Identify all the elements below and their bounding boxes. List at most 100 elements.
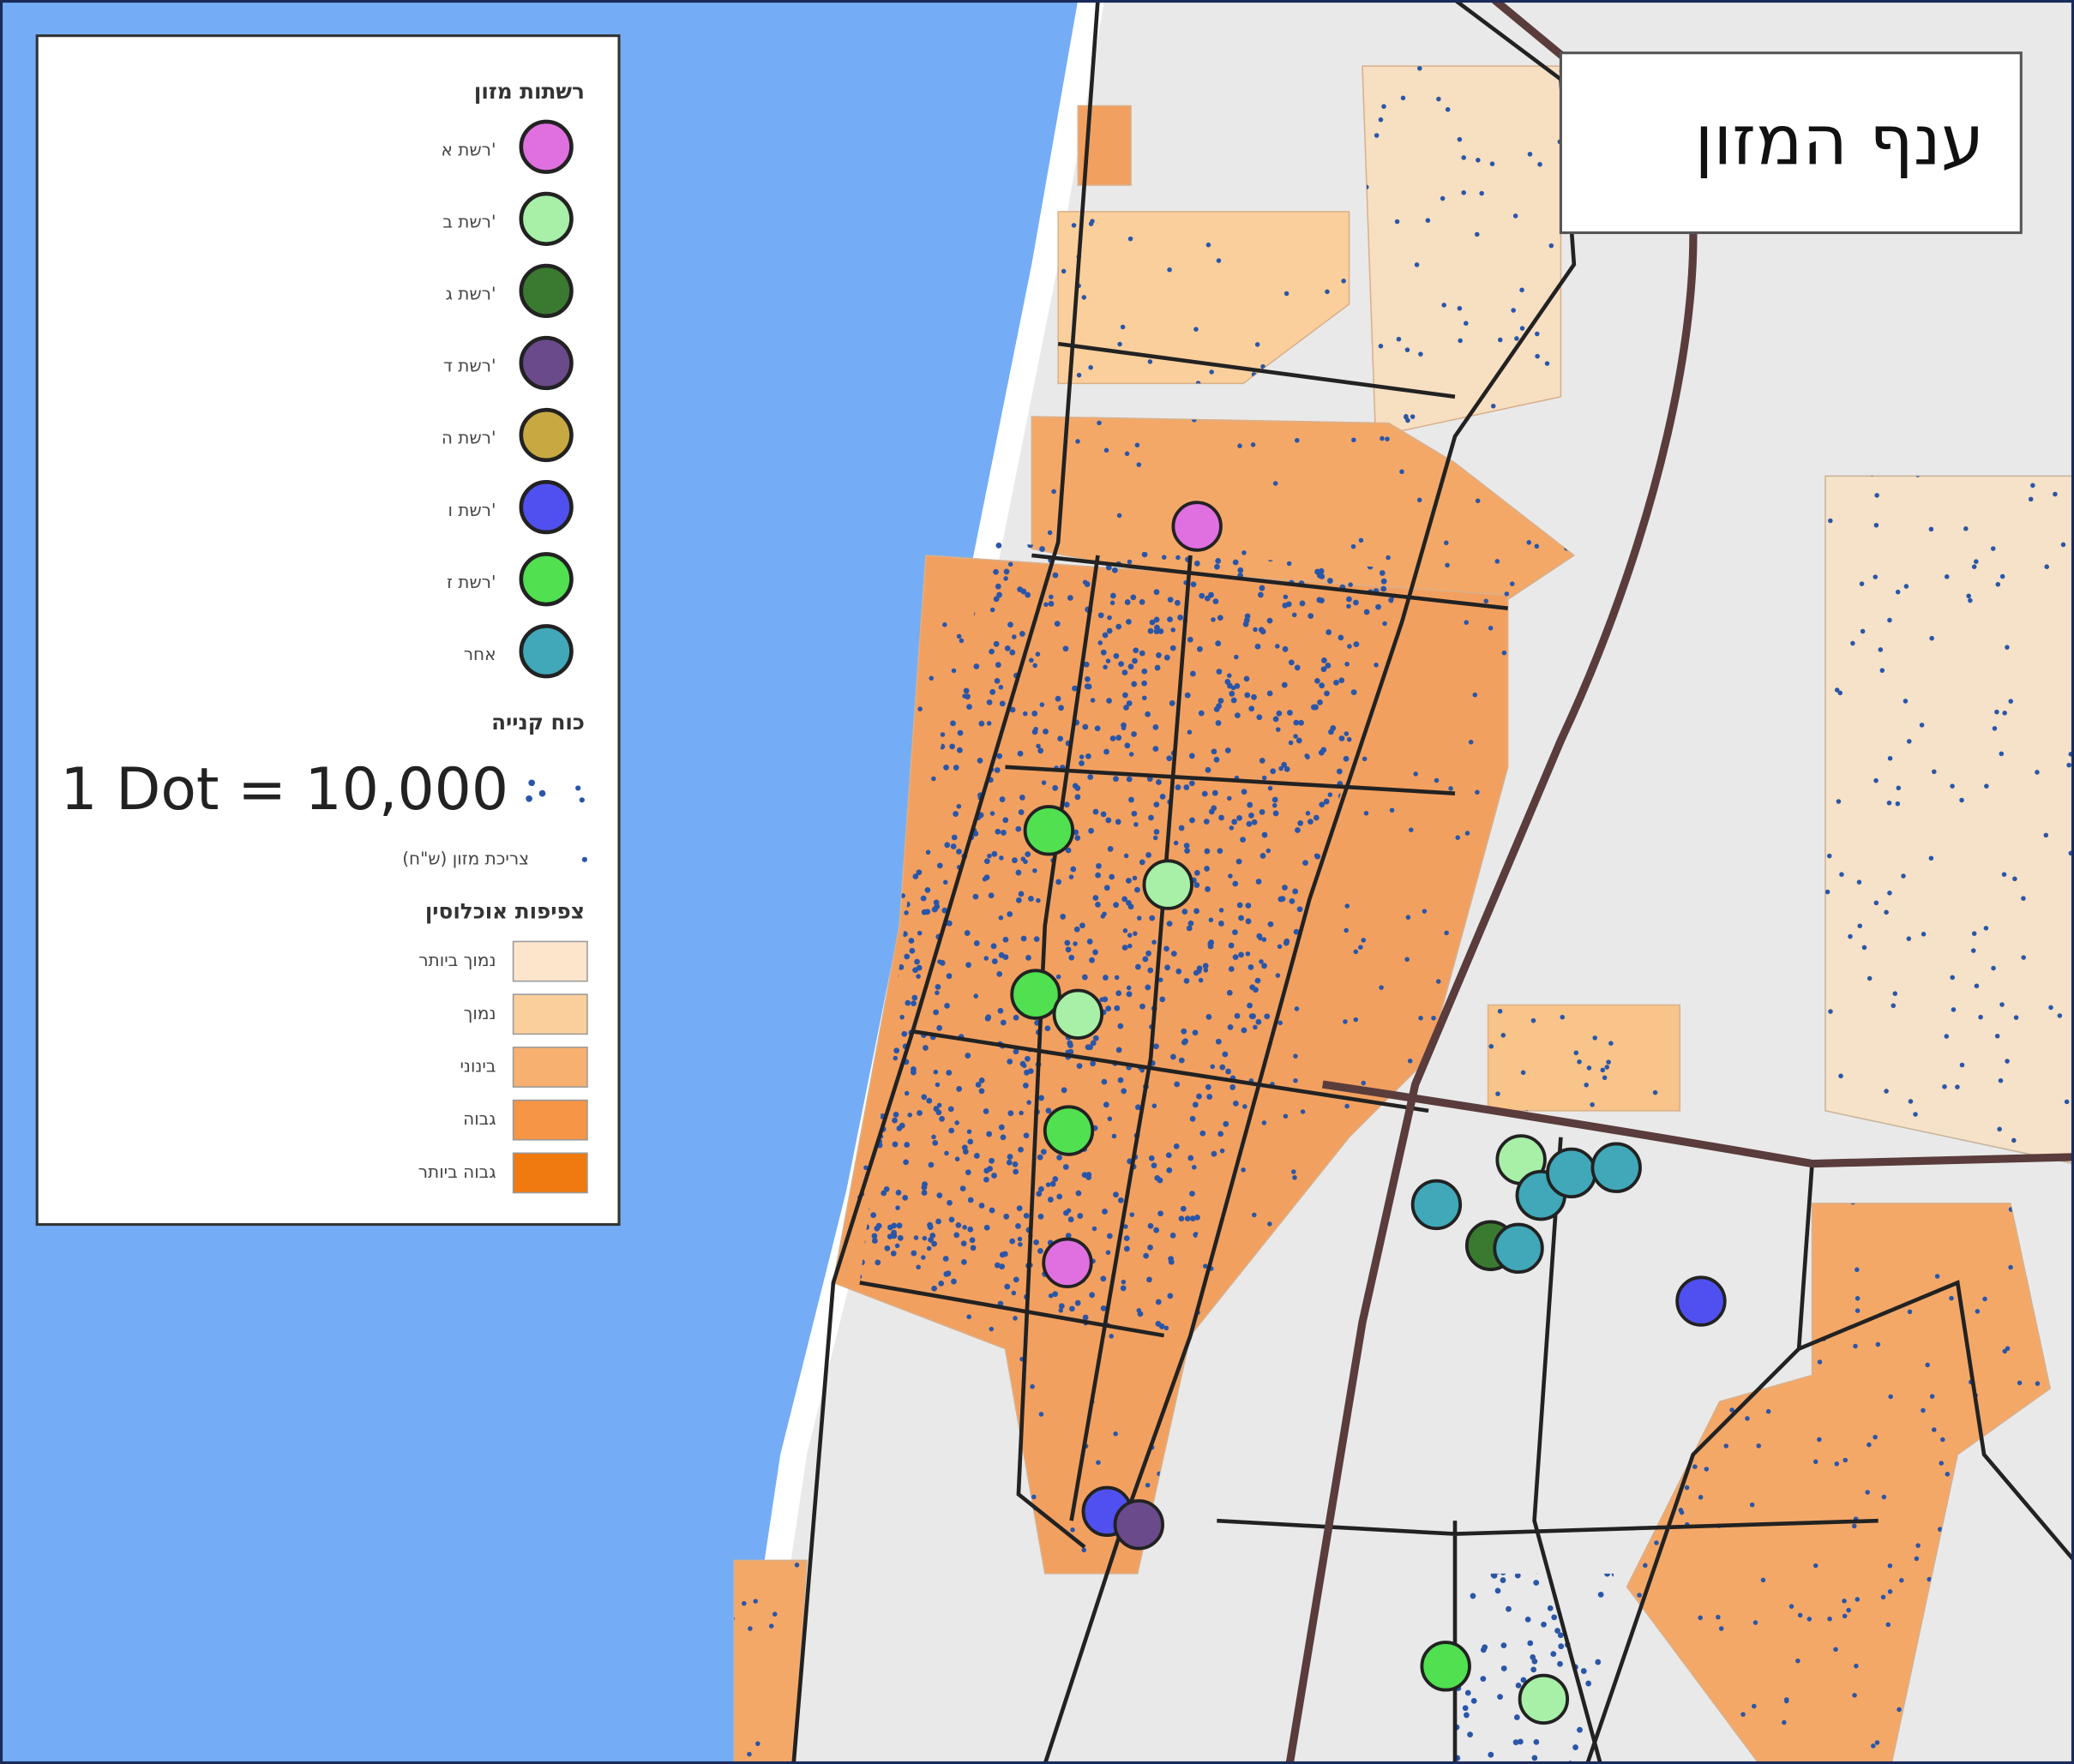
dot (1205, 1013, 1212, 1020)
dot (1124, 1245, 1130, 1252)
dot (1959, 797, 1964, 803)
dot (1037, 1248, 1043, 1254)
dot (1826, 853, 1832, 859)
dot (1143, 1252, 1150, 1259)
dot (1277, 1020, 1283, 1026)
dot (1007, 1059, 1013, 1065)
dot (1974, 559, 1979, 564)
dot (1396, 336, 1402, 342)
dot (1085, 753, 1091, 759)
dot (1141, 551, 1148, 558)
dot (965, 1053, 971, 1059)
dot (935, 1082, 941, 1088)
dot (1076, 372, 1082, 378)
dot (1132, 657, 1138, 664)
dot (1145, 950, 1151, 957)
dot (755, 1741, 760, 1747)
dot (1271, 802, 1277, 808)
dot (1537, 161, 1542, 167)
dot (1400, 95, 1406, 101)
dot (1414, 262, 1420, 267)
dot (1472, 692, 1478, 698)
dot (898, 963, 905, 970)
dot (1155, 1299, 1162, 1305)
dot (1088, 827, 1094, 834)
dot (1032, 867, 1037, 873)
dot (1194, 1214, 1200, 1221)
dot (1055, 695, 1061, 702)
dot (1255, 879, 1262, 885)
dot (1139, 650, 1145, 657)
dot (1060, 914, 1067, 920)
dot (989, 1207, 995, 1214)
dot (1199, 592, 1205, 599)
dot (1464, 321, 1469, 326)
chain-label: רשת ד' (443, 356, 496, 376)
dot (1126, 618, 1132, 625)
dot (1086, 939, 1093, 945)
dot (1353, 641, 1360, 648)
dot (1950, 975, 1955, 981)
dot (1468, 740, 1474, 745)
dot (1857, 923, 1863, 928)
dot (1255, 1018, 1262, 1025)
dot (1259, 628, 1266, 635)
dot (1079, 760, 1085, 766)
dot (911, 1066, 917, 1072)
dot (1124, 742, 1131, 749)
dot (1041, 780, 1047, 785)
dot (1833, 1647, 1838, 1653)
dot (1378, 343, 1384, 349)
dot (1265, 848, 1271, 854)
dot (1410, 414, 1416, 419)
chain-swatch (519, 335, 574, 391)
dot (1975, 1309, 1981, 1314)
dot (1043, 602, 1049, 608)
dot (1839, 872, 1844, 877)
dot (1275, 973, 1281, 978)
dot (1374, 663, 1379, 668)
dot (1261, 1120, 1267, 1125)
dot (917, 1110, 923, 1116)
dot (1643, 1563, 1648, 1569)
dot (1448, 786, 1453, 791)
dot (1253, 627, 1258, 633)
dot (1038, 1185, 1044, 1192)
dot (1083, 661, 1090, 668)
dot (993, 640, 1000, 647)
dot (1163, 1325, 1169, 1331)
dot (1386, 555, 1391, 561)
dot (1127, 559, 1133, 565)
dot (1752, 1620, 1758, 1625)
dot (1134, 886, 1140, 893)
dot (1017, 586, 1023, 592)
dot (1166, 755, 1173, 762)
dot (1652, 1089, 1658, 1095)
dot (1795, 1658, 1800, 1664)
dot (1232, 929, 1238, 936)
dot (1264, 1013, 1271, 1020)
dot (2017, 1380, 2023, 1386)
dot (1282, 645, 1289, 652)
dot (1107, 846, 1114, 852)
dot (1891, 1003, 1897, 1009)
store-marker (1052, 988, 1104, 1040)
dot (2030, 483, 2035, 489)
chain-swatch (519, 407, 574, 463)
dot (1147, 359, 1153, 364)
dot (1095, 872, 1102, 879)
dot (1906, 739, 1912, 744)
dot (1351, 437, 1356, 443)
dot (1375, 603, 1381, 610)
dot (1729, 1407, 1734, 1413)
dot (1289, 897, 1295, 904)
dot (1350, 689, 1357, 696)
dot (926, 1245, 932, 1251)
dot (1149, 619, 1156, 626)
dot (995, 542, 1002, 549)
dot (1019, 795, 1025, 801)
dot (1855, 1267, 1860, 1273)
dot (1002, 817, 1009, 824)
dot (1184, 692, 1191, 699)
dot (1183, 978, 1190, 984)
